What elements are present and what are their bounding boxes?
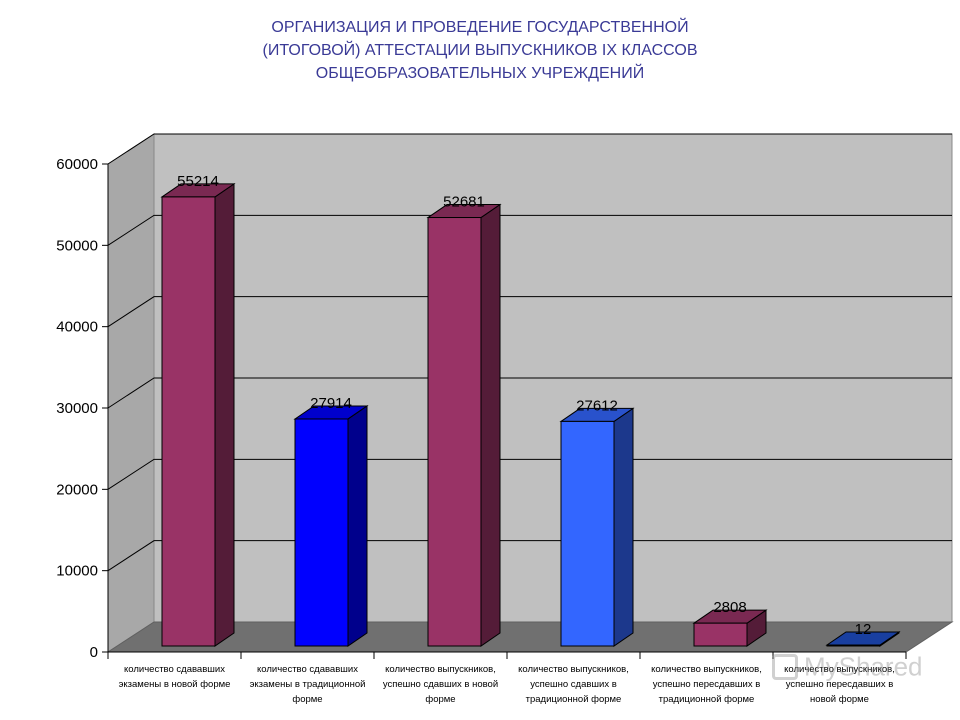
x-tick-label: количество выпускников, успешно пересдавш… [784, 664, 895, 705]
bar [426, 203, 502, 647]
x-tick-label: количество сдававших экзамены в традицион… [250, 664, 366, 705]
data-label: 12 [855, 621, 872, 638]
x-tick-label-line: успешно пересдавших в [653, 679, 761, 690]
bar-side [480, 203, 501, 647]
data-label: 55214 [177, 173, 219, 190]
gridline [107, 377, 952, 409]
data-label: 27612 [576, 397, 618, 414]
bar-front [826, 644, 881, 647]
watermark-logo-icon [772, 654, 798, 681]
bar [293, 405, 369, 647]
bar-front [560, 420, 615, 647]
y-tick-label: 40000 [56, 319, 98, 336]
gridline [107, 458, 952, 490]
x-tick-label-line: традиционной форме [526, 694, 622, 705]
title-line-2: (ИТОГОВОЙ) АТТЕСТАЦИИ ВЫПУСКНИКОВ IX КЛА… [262, 42, 698, 59]
x-tick-label-line: количество выпускников, [784, 664, 895, 675]
x-tick-label-line: форме [425, 694, 455, 705]
x-tick-label-line: успешно пересдавших в [786, 679, 894, 690]
x-tick-label-line: количество сдававших [257, 664, 358, 675]
bar-front [693, 622, 748, 647]
watermark-text: MyShared [804, 651, 923, 682]
x-tick-label-line: традиционной форме [659, 694, 755, 705]
bar-front [161, 196, 216, 647]
watermark: MyShared [772, 650, 923, 683]
bar [160, 182, 236, 647]
y-tick-label: 10000 [56, 563, 98, 580]
x-tick-label-line: экзамены в традиционной [250, 679, 366, 690]
y-tick-label: 50000 [56, 237, 98, 254]
data-label: 27914 [310, 395, 352, 412]
title-line-3: ОБЩЕОБРАЗОВАТЕЛЬНЫХ УЧРЕЖДЕНИЙ [315, 65, 645, 82]
x-tick-label-line: количество выпускников, [518, 664, 629, 675]
x-tick-label-line: успешно сдавших в новой [383, 679, 498, 690]
x-tick-label-line: успешно сдавших в [530, 679, 617, 690]
bar-front [427, 217, 482, 647]
x-tick-label: количество выпускников, успешно сдавших в… [383, 664, 498, 705]
gridline [107, 133, 952, 165]
x-tick-label: количество сдававших экзамены в новой фор… [119, 664, 231, 690]
x-tick-label: количество выпускников, успешно сдавших в… [518, 664, 629, 705]
gridline [107, 296, 952, 328]
bar-front [294, 418, 349, 647]
bar [825, 631, 901, 647]
bar [692, 609, 768, 647]
title-line-1: ОРГАНИЗАЦИЯ И ПРОВЕДЕНИЕ ГОСУДАРСТВЕННОЙ [271, 19, 689, 36]
y-tick-label: 60000 [56, 156, 98, 173]
data-label: 52681 [443, 194, 485, 211]
x-tick-label-line: новой форме [810, 694, 869, 705]
gridline [107, 214, 952, 246]
gridline [107, 540, 952, 572]
y-tick-label: 20000 [56, 481, 98, 498]
bar-side [214, 182, 235, 647]
y-tick-label: 30000 [56, 400, 98, 417]
bar [559, 407, 635, 647]
x-tick-label-line: форме [292, 694, 322, 705]
bar-side [613, 407, 634, 647]
x-tick-label-line: количество сдававших [124, 664, 225, 675]
bar-side [347, 405, 368, 647]
x-tick-label-line: количество выпускников, [651, 664, 762, 675]
floor [106, 621, 954, 653]
y-tick-label: 0 [90, 644, 98, 661]
x-tick-label-line: экзамены в новой форме [119, 679, 231, 690]
x-tick-label: количество выпускников, успешно пересдавш… [651, 664, 762, 705]
chart-title: ОРГАНИЗАЦИЯ И ПРОВЕДЕНИЕ ГОСУДАРСТВЕННОЙ… [0, 16, 960, 85]
x-tick-label-line: количество выпускников, [385, 664, 496, 675]
data-label: 2808 [713, 599, 746, 616]
